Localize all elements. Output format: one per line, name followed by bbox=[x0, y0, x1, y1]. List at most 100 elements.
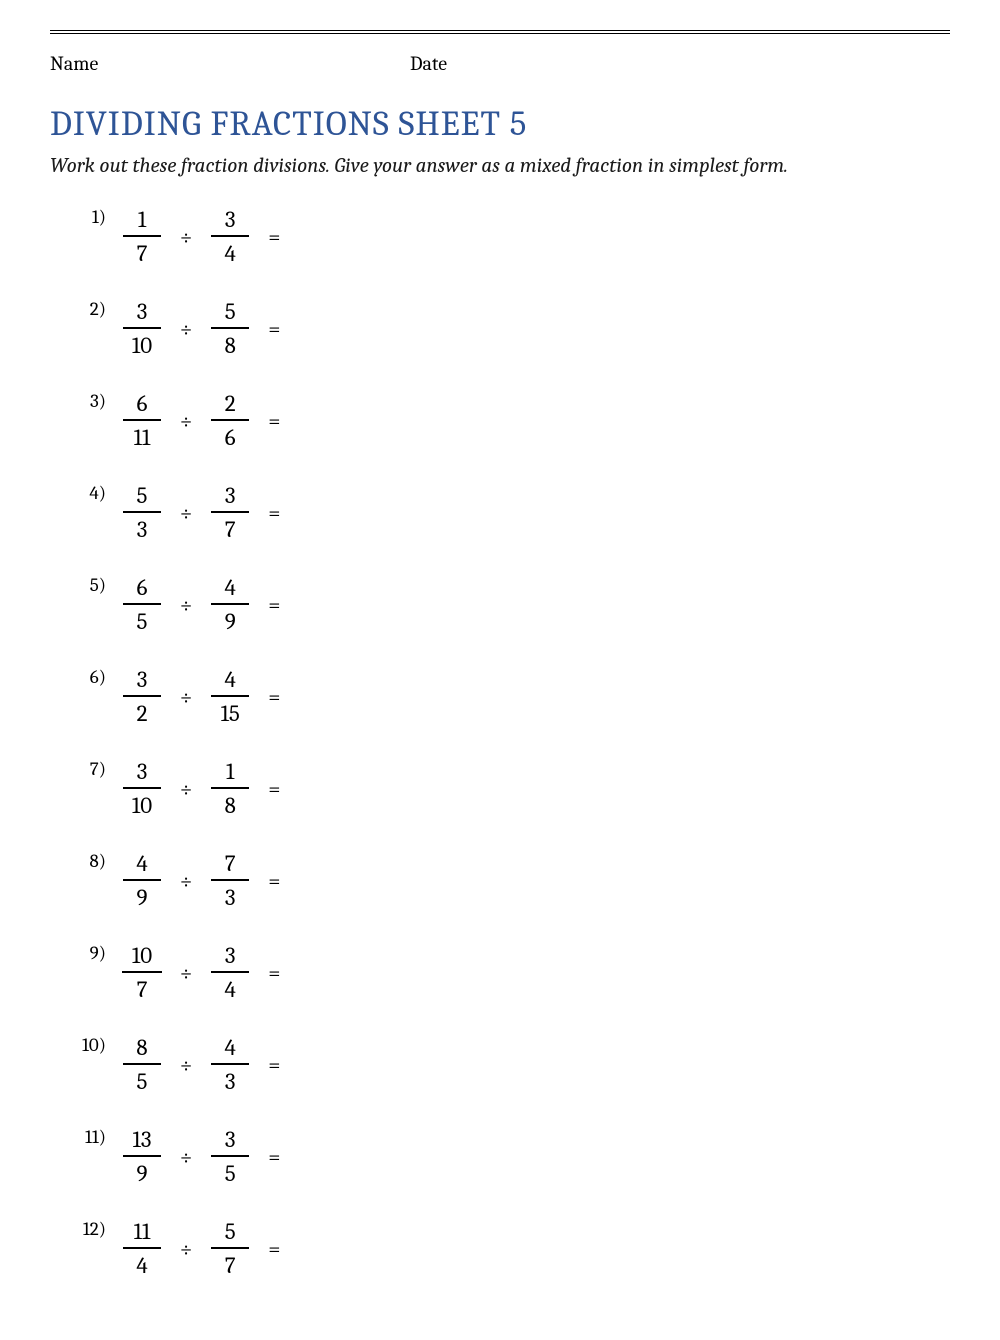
denominator: 11 bbox=[124, 421, 161, 451]
fraction-a: 53 bbox=[120, 482, 164, 543]
numerator: 1 bbox=[123, 206, 161, 237]
numerator: 6 bbox=[123, 390, 161, 421]
worksheet-title: DIVIDING FRACTIONS SHEET 5 bbox=[50, 103, 950, 144]
equals-sign: = bbox=[268, 1052, 280, 1078]
numerator: 5 bbox=[123, 482, 161, 513]
date-label: Date bbox=[410, 52, 447, 75]
fraction-a: 107 bbox=[120, 942, 164, 1003]
divide-operator: ÷ bbox=[180, 316, 192, 342]
numerator: 5 bbox=[211, 1218, 249, 1249]
problem-row: 6)32÷415= bbox=[68, 666, 950, 726]
fraction-a: 49 bbox=[120, 850, 164, 911]
divide-operator: ÷ bbox=[180, 592, 192, 618]
numerator: 3 bbox=[123, 666, 161, 697]
equation: 53÷37= bbox=[114, 482, 288, 543]
fraction-a: 65 bbox=[120, 574, 164, 635]
problem-number: 1) bbox=[68, 206, 114, 228]
fraction-b: 37 bbox=[208, 482, 252, 543]
equals-sign: = bbox=[268, 776, 280, 802]
fraction-a: 114 bbox=[120, 1218, 164, 1279]
denominator: 3 bbox=[215, 1065, 246, 1095]
fraction-b: 49 bbox=[208, 574, 252, 635]
denominator: 3 bbox=[215, 881, 246, 911]
problem-row: 1)17÷34= bbox=[68, 206, 950, 266]
denominator: 8 bbox=[215, 329, 246, 359]
denominator: 7 bbox=[127, 237, 158, 267]
denominator: 10 bbox=[122, 789, 162, 819]
equation: 139 ÷ 35 = bbox=[114, 1126, 288, 1187]
denominator: 5 bbox=[127, 1065, 158, 1095]
problem-number: 3) bbox=[68, 390, 114, 412]
divide-operator: ÷ bbox=[180, 1144, 192, 1170]
numerator: 3 bbox=[211, 942, 249, 973]
denominator: 5 bbox=[127, 605, 158, 635]
problem-number: 4) bbox=[68, 482, 114, 504]
equals-sign: = bbox=[268, 316, 280, 342]
divide-operator: ÷ bbox=[180, 776, 192, 802]
numerator: 4 bbox=[211, 1034, 249, 1065]
equals-sign: = bbox=[268, 500, 280, 526]
denominator: 7 bbox=[215, 1249, 246, 1279]
denominator: 8 bbox=[215, 789, 246, 819]
denominator: 7 bbox=[215, 513, 246, 543]
problem-row: 3)611÷26= bbox=[68, 390, 950, 450]
numerator: 5 bbox=[211, 298, 249, 329]
fraction-b: 34 bbox=[208, 942, 252, 1003]
divide-operator: ÷ bbox=[180, 224, 192, 250]
equals-sign: = bbox=[268, 960, 280, 986]
problem-number: 2) bbox=[68, 298, 114, 320]
numerator: 4 bbox=[123, 850, 161, 881]
problem-row: 9)107÷34= bbox=[68, 942, 950, 1002]
equals-sign: = bbox=[268, 1236, 280, 1262]
numerator: 8 bbox=[123, 1034, 161, 1065]
numerator: 3 bbox=[211, 206, 249, 237]
denominator: 10 bbox=[122, 329, 162, 359]
denominator: 2 bbox=[127, 697, 158, 727]
numerator: 3 bbox=[211, 1126, 249, 1157]
problem-number: 10) bbox=[68, 1034, 114, 1056]
numerator: 7 bbox=[211, 850, 249, 881]
problem-row: 8)49÷73= bbox=[68, 850, 950, 910]
divide-operator: ÷ bbox=[180, 1236, 192, 1262]
fraction-a: 85 bbox=[120, 1034, 164, 1095]
problem-row: 5)65÷49= bbox=[68, 574, 950, 634]
divide-operator: ÷ bbox=[180, 408, 192, 434]
denominator: 6 bbox=[215, 421, 246, 451]
denominator: 9 bbox=[127, 881, 158, 911]
name-label: Name bbox=[50, 52, 410, 75]
equals-sign: = bbox=[268, 1144, 280, 1170]
equals-sign: = bbox=[268, 224, 280, 250]
top-rule bbox=[50, 30, 950, 34]
problem-number: 7) bbox=[68, 758, 114, 780]
problem-number: 5) bbox=[68, 574, 114, 596]
problem-number: 8) bbox=[68, 850, 114, 872]
equation: 32÷415= bbox=[114, 666, 288, 727]
problem-number: 11) bbox=[68, 1126, 114, 1148]
denominator: 7 bbox=[127, 973, 158, 1003]
fraction-a: 139 bbox=[120, 1126, 164, 1187]
numerator: 3 bbox=[211, 482, 249, 513]
equals-sign: = bbox=[268, 408, 280, 434]
numerator: 11 bbox=[123, 1218, 161, 1249]
problem-row: 4)53÷37= bbox=[68, 482, 950, 542]
fraction-a: 17 bbox=[120, 206, 164, 267]
numerator: 6 bbox=[123, 574, 161, 605]
problem-row: 10)85÷43= bbox=[68, 1034, 950, 1094]
fraction-b: 43 bbox=[208, 1034, 252, 1095]
equation: 85÷43= bbox=[114, 1034, 288, 1095]
instructions: Work out these fraction divisions. Give … bbox=[50, 154, 950, 178]
denominator: 9 bbox=[127, 1157, 158, 1187]
equation: 17÷34= bbox=[114, 206, 288, 267]
numerator: 3 bbox=[123, 298, 161, 329]
equation: 310÷18= bbox=[114, 758, 288, 819]
problem-row: 11) 139 ÷ 35 = bbox=[68, 1126, 950, 1186]
fraction-b: 26 bbox=[208, 390, 252, 451]
fraction-b: 73 bbox=[208, 850, 252, 911]
divide-operator: ÷ bbox=[180, 500, 192, 526]
fraction-a: 310 bbox=[120, 758, 164, 819]
denominator: 15 bbox=[211, 697, 250, 727]
fraction-b: 35 bbox=[208, 1126, 252, 1187]
worksheet-page: Name Date DIVIDING FRACTIONS SHEET 5 Wor… bbox=[0, 0, 1000, 1340]
fraction-a: 611 bbox=[120, 390, 164, 451]
equation: 611÷26= bbox=[114, 390, 288, 451]
